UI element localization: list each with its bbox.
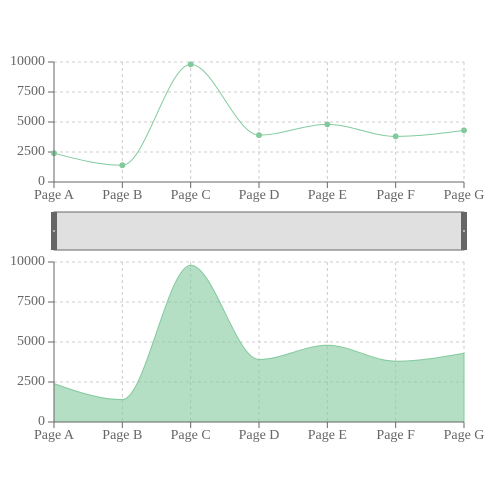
- x-tick-label: Page F: [376, 188, 415, 203]
- dot: [461, 127, 467, 134]
- x-tick-label: Page A: [34, 188, 75, 203]
- x-tick-label: Page E: [308, 428, 347, 443]
- y-tick-label: 0: [38, 174, 45, 189]
- x-tick-label: Page C: [171, 188, 211, 203]
- line-chart: 0 2500 5000 7500 10000 Page A Page B Page C Page…: [10, 54, 484, 203]
- x-tick-label: Page B: [102, 188, 142, 203]
- brush-track[interactable]: [53, 211, 465, 251]
- y-tick-label: 5000: [17, 334, 45, 349]
- dot: [187, 61, 194, 68]
- area: [53, 264, 465, 423]
- y-tick-label: 7500: [17, 294, 45, 309]
- y-tick-label: 2500: [17, 374, 45, 389]
- area-chart: 0 2500 5000 7500 10000 Page A Page B Page C Page…: [10, 254, 484, 443]
- y-tick-label: 0: [38, 414, 45, 429]
- x-tick-label: Page D: [239, 188, 280, 203]
- x-tick-label: Page G: [444, 188, 485, 203]
- y-tick-label: 10000: [10, 54, 45, 69]
- dot: [256, 132, 262, 139]
- dot: [119, 162, 126, 169]
- x-tick-label: Page C: [171, 428, 211, 443]
- y-tick-label: 7500: [17, 84, 45, 99]
- brush[interactable]: [51, 211, 467, 251]
- dot: [324, 121, 331, 128]
- x-tick-label: Page G: [444, 428, 485, 443]
- x-tick-label: Page A: [34, 428, 75, 443]
- y-tick-label: 2500: [17, 144, 45, 159]
- x-tick-label: Page E: [308, 188, 347, 203]
- y-tick-label: 10000: [10, 254, 45, 269]
- x-tick-label: Page B: [102, 428, 142, 443]
- x-tick-label: Page F: [376, 428, 415, 443]
- line: [53, 63, 465, 166]
- dot: [392, 133, 399, 140]
- y-tick-label: 5000: [17, 114, 45, 129]
- x-tick-label: Page D: [239, 428, 280, 443]
